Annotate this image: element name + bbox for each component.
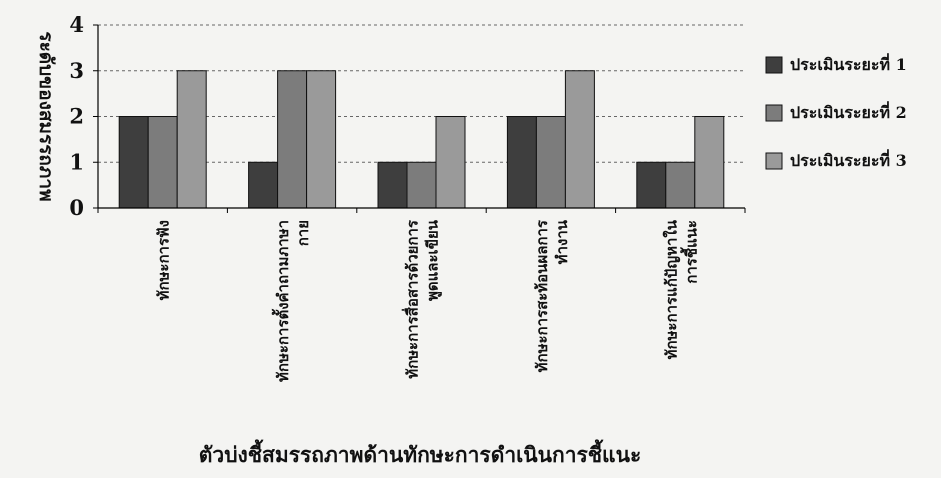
x-axis-title: ตัวบ่งชี้สมรรถภาพด้านทักษะการดำเนินการชี… [199,439,641,467]
legend-label-3: ประเมินระยะที่ 3 [790,149,907,170]
y-tick-label: 0 [69,195,84,220]
bar-series-1-cat-5 [636,161,667,209]
bar-series-1-cat-4 [506,116,537,209]
y-tick-label: 3 [69,58,84,83]
x-tick-label: ทักษะการสื่อสารด้วยการ [402,219,422,379]
legend-swatch-3 [765,152,783,170]
x-tick-label: ทักษะการแก้ปัญหาใน [662,219,680,359]
x-tick-label: พูดและเขียน [424,219,443,301]
legend-swatch-2 [765,104,783,122]
bar-series-1-cat-1 [118,116,149,209]
legend-swatch-1 [765,56,783,74]
x-tick-label: กาย [294,220,312,246]
bar-series-2-cat-2 [277,70,308,209]
bar-series-1-cat-3 [377,161,408,209]
bar-series-3-cat-4 [564,70,595,209]
legend-label-1: ประเมินระยะที่ 1 [790,53,907,74]
x-tick-label: ทำงาน [553,219,571,264]
y-tick-label: 2 [69,104,84,129]
x-tick-label: ทักษะการสะท้อนผลการ [533,219,551,372]
bar-series-1-cat-2 [248,161,279,209]
x-tick-label: ทักษะการตั้งคำถามภาษา [271,220,292,382]
bar-series-2-cat-1 [147,116,178,209]
x-tick-label: การชี้แนะ [679,220,700,284]
y-tick-label: 4 [69,12,84,37]
y-tick-label: 1 [69,149,84,174]
bar-series-2-cat-3 [406,161,437,209]
x-tick-label: ทักษะการฟัง [155,220,173,300]
bar-series-3-cat-3 [435,116,466,209]
legend-label-2: ประเมินระยะที่ 2 [790,101,907,122]
y-axis-title: ระดับของสมรรถภาพ [35,31,57,201]
bar-series-3-cat-2 [306,70,337,209]
bar-series-2-cat-4 [535,116,566,209]
bar-series-3-cat-5 [694,116,725,209]
bar-series-3-cat-1 [176,70,207,209]
bar-series-2-cat-5 [665,161,696,209]
